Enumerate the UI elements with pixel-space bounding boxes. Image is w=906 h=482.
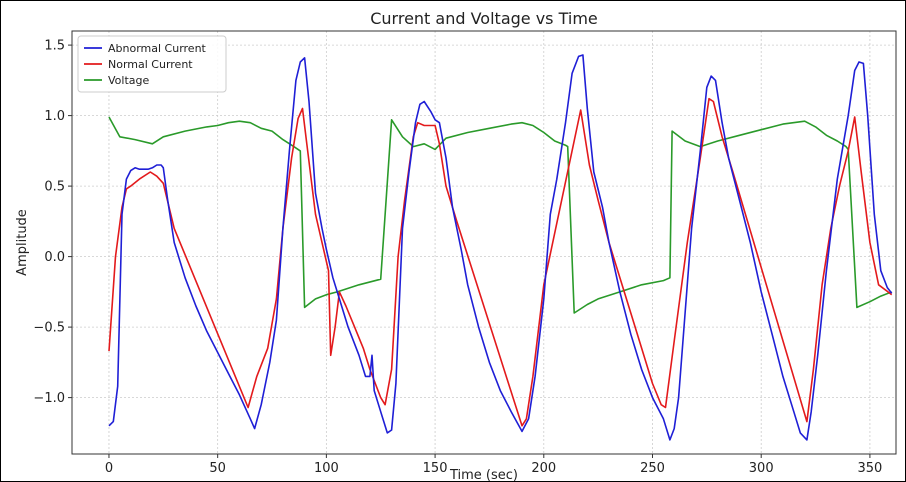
- y-tick-label: −1.0: [33, 391, 65, 406]
- x-tick-label: 300: [749, 461, 774, 476]
- x-tick-label: 50: [209, 461, 226, 476]
- y-tick-label: 0.0: [44, 250, 65, 265]
- legend-box: [77, 35, 227, 93]
- y-tick-label: 0.5: [44, 180, 65, 195]
- x-axis-label: Time (sec): [449, 468, 518, 482]
- x-tick-label: 350: [857, 461, 882, 476]
- grid: [72, 31, 896, 454]
- y-tick-label: −0.5: [33, 321, 65, 336]
- legend-label-voltage: Voltage: [108, 74, 149, 87]
- legend-label-normal-current: Normal Current: [108, 58, 193, 71]
- ticks: 0 50 100 150 200 250 300 350 −1.0 −0.5 0.0 0.5 1.0 1.…: [33, 39, 882, 476]
- y-tick-label: 1.0: [44, 109, 65, 124]
- series-line-normal-current: [108, 97, 893, 427]
- x-tick-label: 250: [640, 461, 665, 476]
- x-tick-label: 150: [423, 461, 448, 476]
- y-axis-label: Amplitude: [15, 209, 30, 276]
- x-tick-label: 100: [314, 461, 339, 476]
- y-tick-label: 1.5: [44, 39, 65, 54]
- chart-title: Current and Voltage vs Time: [370, 9, 598, 28]
- legend-label-abnormal-current: Abnormal Current: [108, 42, 207, 55]
- series-layer: [108, 54, 893, 441]
- series-line-voltage: [108, 116, 892, 314]
- x-tick-label: 0: [105, 461, 113, 476]
- legend: Abnormal Current Normal Current Voltage: [77, 35, 227, 93]
- series-line-abnormal-current: [108, 54, 893, 441]
- plot-border: [71, 30, 897, 455]
- x-tick-label: 200: [531, 461, 556, 476]
